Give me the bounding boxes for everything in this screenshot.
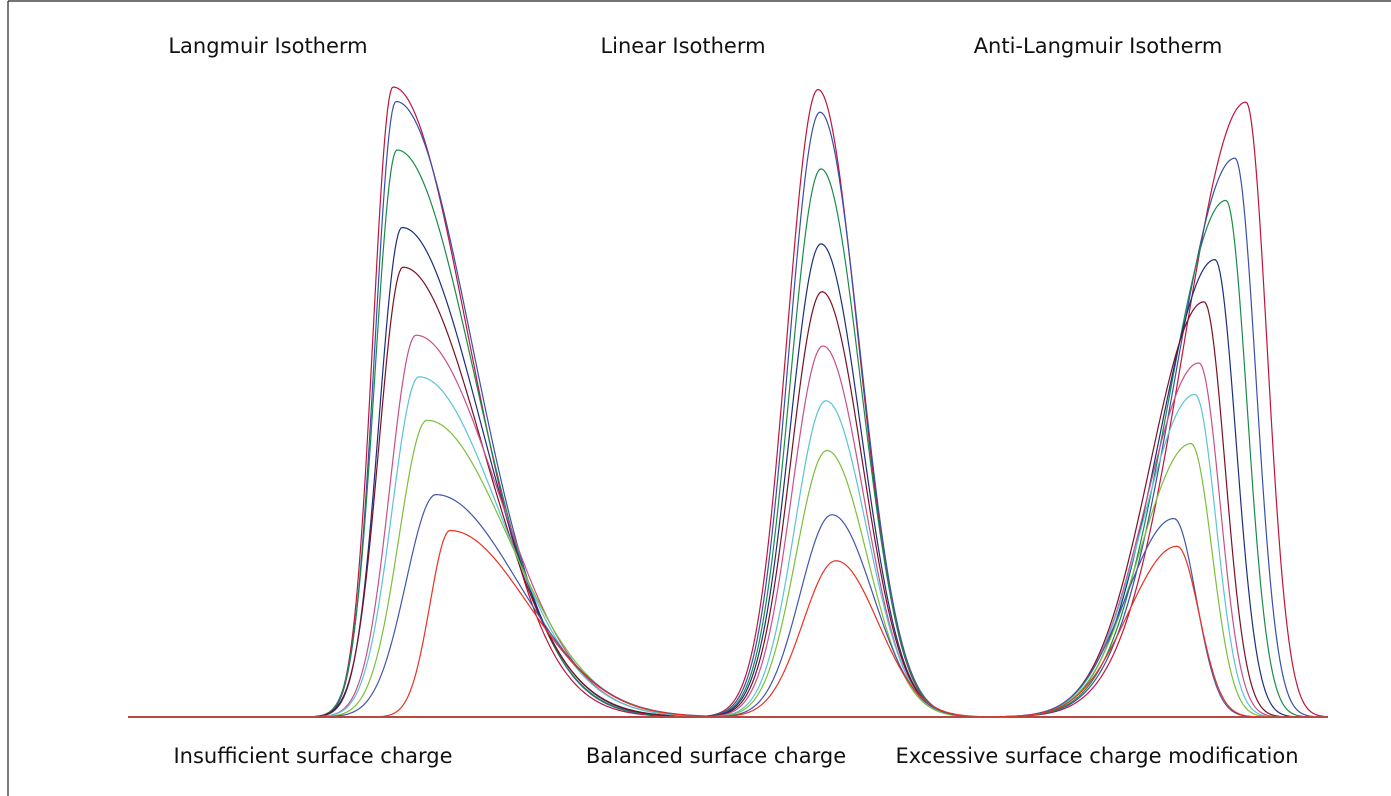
panel-caption-linear: Balanced surface charge [586,744,846,768]
panel-title-langmuir: Langmuir Isotherm [168,34,367,58]
peak-curve-linear-7 [128,400,1328,718]
panel-title-linear: Linear Isotherm [600,34,765,58]
peak-curve-anti-langmuir-3 [128,199,1329,718]
peak-curve-anti-langmuir-10 [128,545,1328,718]
peak-curve-linear-1 [128,88,1328,718]
panel-caption-anti-langmuir: Excessive surface charge modification [895,744,1298,768]
peak-curve-anti-langmuir-4 [128,259,1328,718]
panel-title-anti-langmuir: Anti-Langmuir Isotherm [974,34,1223,58]
peak-curve-langmuir-1 [128,86,1328,718]
peak-curve-anti-langmuir-8 [128,443,1328,718]
peak-curve-anti-langmuir-7 [128,393,1328,718]
peak-curve-anti-langmuir-2 [128,157,1329,718]
peak-curve-langmuir-10 [128,529,1328,718]
peak-curve-linear-3 [128,168,1328,718]
panel-caption-langmuir: Insufficient surface charge [173,744,452,768]
peak-curve-linear-4 [128,243,1328,718]
peak-curve-anti-langmuir-1 [128,101,1329,718]
peak-curve-linear-10 [128,560,1328,718]
peak-curve-anti-langmuir-9 [128,517,1328,718]
peak-curve-linear-2 [128,111,1328,718]
peak-curve-langmuir-2 [128,100,1328,718]
peak-curve-langmuir-8 [128,419,1328,718]
curves-layer [128,86,1329,718]
peak-curve-langmuir-3 [128,149,1328,718]
peak-curve-linear-6 [128,345,1328,718]
peak-curve-langmuir-9 [128,494,1328,718]
